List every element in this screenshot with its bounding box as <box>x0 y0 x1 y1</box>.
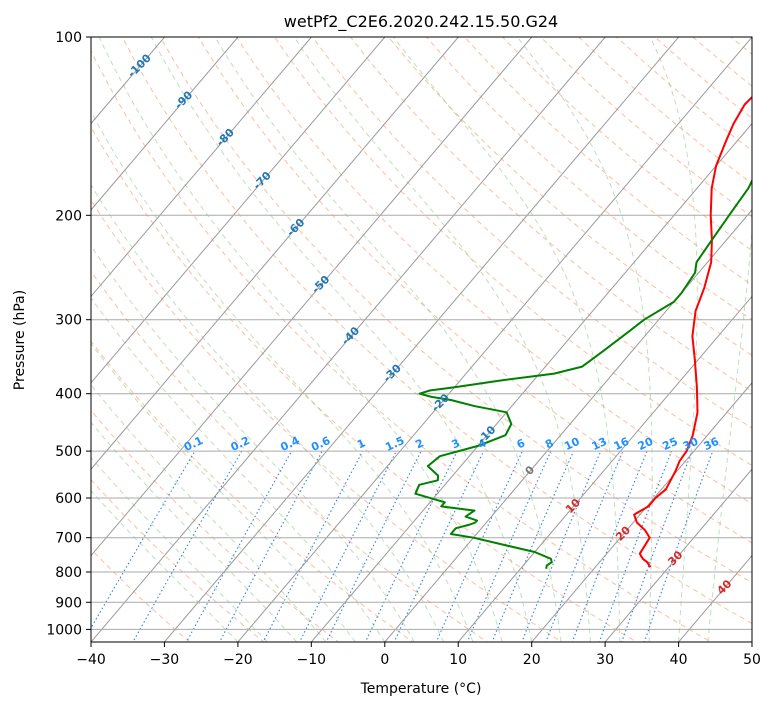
isotherm-line <box>164 37 680 642</box>
moist-adiabat <box>150 37 533 642</box>
x-tick-label: 40 <box>670 652 688 668</box>
temperature-profile-line <box>633 95 752 568</box>
mixing-ratio-label: 13 <box>590 435 609 453</box>
isotherm-line <box>91 37 459 470</box>
chart-ticks: −40 −30 −20 −10 0 10 20 30 40 50 100 200 300 400 500 60… <box>46 30 761 668</box>
dry-adiabat <box>91 340 414 642</box>
moist-adiabat <box>649 37 698 642</box>
y-axis-label: Pressure (hPa) <box>12 290 28 390</box>
dry-adiabat <box>91 199 563 642</box>
mixing-ratio-label: 20 <box>636 435 656 453</box>
moist-adiabat <box>91 421 297 642</box>
dry-adiabat <box>91 478 265 642</box>
isotherm-line <box>531 382 752 642</box>
chart-title: wetPf2_C2E6.2020.242.15.50.G24 <box>284 12 558 32</box>
isotherm-line <box>384 209 752 642</box>
x-tick-label: −20 <box>223 652 253 668</box>
isotherm-line <box>751 641 752 642</box>
x-tick-label: 50 <box>743 652 761 668</box>
mixing-ratio-label: 36 <box>702 435 722 453</box>
dry-adiabat <box>91 270 489 642</box>
y-tick-label: 200 <box>55 208 82 224</box>
moist-adiabat <box>91 456 268 642</box>
dry-adiabat <box>311 37 752 429</box>
y-tick-label: 900 <box>55 595 82 611</box>
y-tick-label: 1000 <box>46 622 82 638</box>
dry-adiabat <box>387 37 752 356</box>
y-tick-label: 100 <box>55 30 82 46</box>
isotherm-line <box>237 37 752 642</box>
x-tick-label: 30 <box>596 652 614 668</box>
x-tick-label: 20 <box>523 652 541 668</box>
chart-grid <box>91 37 752 642</box>
moist-adiabat <box>516 37 653 642</box>
isotherm-line <box>91 37 533 557</box>
isotherm-line <box>91 37 239 211</box>
dry-adiabat <box>91 49 712 642</box>
moist-adiabat <box>707 226 752 642</box>
y-tick-label: 300 <box>55 313 82 329</box>
moist-adiabat <box>91 384 327 642</box>
moist-adiabat <box>293 37 591 642</box>
isotherm-line <box>604 468 752 642</box>
isotherm-line <box>457 295 752 642</box>
dewpoint-profile-line <box>414 178 752 569</box>
moist-adiabat <box>214 37 562 642</box>
dry-adiabat <box>91 409 340 642</box>
plot-frame <box>90 36 753 643</box>
isotherm-line <box>310 122 752 642</box>
isotherm-line <box>91 37 312 298</box>
mixing-ratio-label: 25 <box>660 435 679 453</box>
dry-adiabat <box>121 37 752 624</box>
isotherm-line <box>91 37 386 384</box>
moist-adiabat <box>91 297 386 642</box>
y-tick-label: 600 <box>55 491 82 507</box>
x-tick-label: 0 <box>380 652 389 668</box>
x-tick-label: −10 <box>297 652 327 668</box>
dry-adiabat <box>235 37 752 505</box>
chart-series <box>414 95 752 569</box>
y-tick-label: 800 <box>55 565 82 581</box>
moist-adiabat <box>91 244 415 642</box>
dry-adiabat <box>91 548 191 642</box>
moist-adiabat <box>393 37 621 642</box>
moist-adiabat <box>91 110 474 642</box>
x-axis-label: Temperature (°C) <box>360 681 482 697</box>
x-tick-label: 10 <box>449 652 467 668</box>
dry-adiabat <box>463 37 752 286</box>
isotherm-line <box>91 37 606 642</box>
moist-adiabat <box>91 183 444 642</box>
y-tick-label: 700 <box>55 531 82 547</box>
mixing-ratio-label: 30 <box>681 435 701 453</box>
mixing-ratio-label: 10 <box>562 435 582 453</box>
y-tick-label: 500 <box>55 444 82 460</box>
y-tick-label: 400 <box>55 387 82 403</box>
mixing-ratio-label: 16 <box>612 435 632 453</box>
x-tick-label: −40 <box>76 652 106 668</box>
x-tick-label: −30 <box>150 652 180 668</box>
moist-adiabat <box>91 342 356 642</box>
